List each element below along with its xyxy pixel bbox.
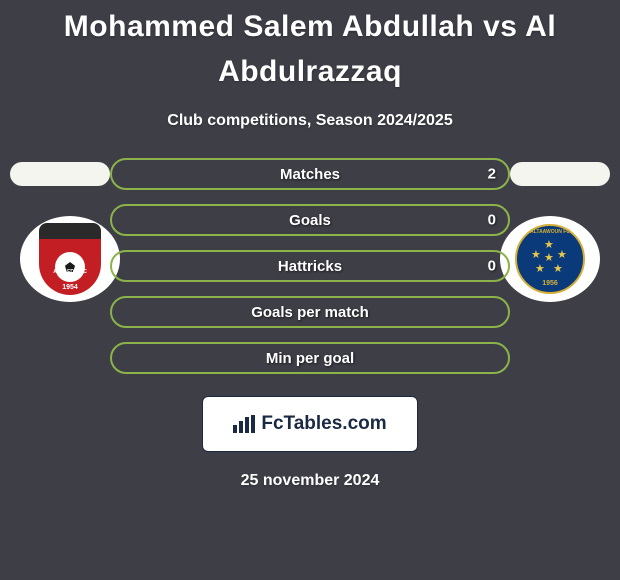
stat-row-mpg: Min per goal <box>110 342 510 374</box>
stat-row-gpm: Goals per match <box>110 296 510 328</box>
stat-label: Matches <box>280 166 340 183</box>
stat-row-goals: Goals 0 <box>110 204 510 236</box>
subtitle: Club competitions, Season 2024/2025 <box>167 112 452 130</box>
page-title: Mohammed Salem Abdullah vs Al Abdulrazza… <box>0 4 620 94</box>
stat-value-right: 0 <box>488 258 496 275</box>
star-cluster-icon: ★ ★ ★ ★ ★ ★ <box>531 240 569 278</box>
alraed-shield-icon: ALRAED S.FC 1954 <box>39 223 101 295</box>
club-badge-left: ALRAED S.FC 1954 <box>20 216 120 302</box>
date-label: 25 november 2024 <box>241 472 380 490</box>
fctables-watermark: FcTables.com <box>202 396 418 452</box>
stat-row-matches: Matches 2 <box>110 158 510 190</box>
player-name-pill-right <box>510 162 610 186</box>
stats-area: ALRAED S.FC 1954 ALTAAWOUN FC ★ ★ ★ ★ <box>0 158 620 374</box>
club-badge-right: ALTAAWOUN FC ★ ★ ★ ★ ★ ★ 1956 <box>500 216 600 302</box>
bar-chart-icon <box>233 415 255 433</box>
altaawoun-circle-icon: ALTAAWOUN FC ★ ★ ★ ★ ★ ★ 1956 <box>515 224 585 294</box>
stat-value-right: 0 <box>488 212 496 229</box>
stat-label: Goals <box>289 212 331 229</box>
stat-label: Hattricks <box>278 258 342 275</box>
stat-label: Min per goal <box>266 350 354 367</box>
player-name-pill-left <box>10 162 110 186</box>
stat-label: Goals per match <box>251 304 369 321</box>
badge-left-text: ALRAED S.FC <box>53 269 87 275</box>
badge-right-text: ALTAAWOUN FC <box>530 229 570 235</box>
badge-left-year: 1954 <box>62 284 78 291</box>
fctables-text: FcTables.com <box>261 413 386 435</box>
badge-right-year: 1956 <box>542 280 558 287</box>
football-icon <box>55 252 85 282</box>
stat-value-right: 2 <box>488 166 496 183</box>
stat-row-hattricks: Hattricks 0 <box>110 250 510 282</box>
